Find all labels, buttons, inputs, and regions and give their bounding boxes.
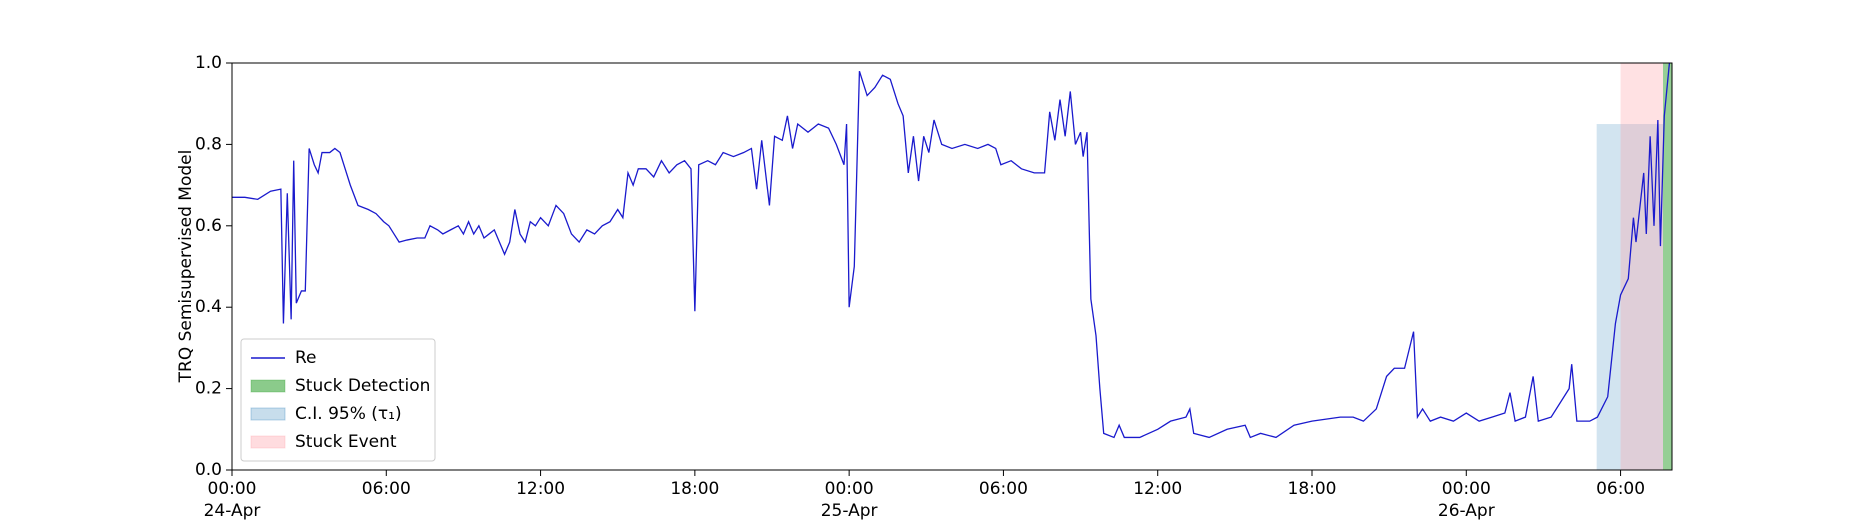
legend-swatch — [250, 435, 286, 449]
x-tick-label: 00:00 26-Apr — [1437, 479, 1495, 521]
span — [1663, 63, 1672, 470]
y-tick-label: 1.0 — [195, 53, 222, 73]
x-tick-label: 12:00 — [1133, 479, 1183, 499]
y-tick-label: 0.4 — [195, 297, 222, 317]
legend-swatch — [250, 379, 286, 393]
x-tick-label: 00:00 25-Apr — [820, 479, 878, 521]
legend: Re Stuck Detection C.I. 95% (τ₁) Stuck Even… — [240, 338, 436, 462]
legend-swatch — [250, 407, 286, 421]
x-tick-label: 12:00 — [516, 479, 566, 499]
x-tick-label: 18:00 — [670, 479, 720, 499]
legend-label: C.I. 95% (τ₁) — [295, 404, 402, 424]
legend-box — [240, 338, 436, 462]
x-tick-label: 06:00 — [1596, 479, 1646, 499]
span — [1620, 63, 1663, 470]
line — [232, 62, 1671, 439]
x-tick-label: 00:00 24-Apr 1900 — [203, 479, 261, 525]
legend-label: Re — [295, 348, 317, 368]
y-tick-label: 0.2 — [195, 379, 222, 399]
y-tick-label: 0.6 — [195, 216, 222, 236]
y-tick-label: 0.0 — [195, 460, 222, 480]
y-tick-label: 0.8 — [195, 134, 222, 154]
legend-label: Stuck Detection — [295, 376, 430, 396]
x-tick-label: 18:00 — [1287, 479, 1337, 499]
x-tick-label: 06:00 — [978, 479, 1028, 499]
plot-frame — [231, 62, 1673, 471]
legend-label: Stuck Event — [295, 432, 397, 452]
y-axis-label: TRQ Semisupervised Model — [176, 150, 196, 384]
x-tick-label: 06:00 — [361, 479, 411, 499]
